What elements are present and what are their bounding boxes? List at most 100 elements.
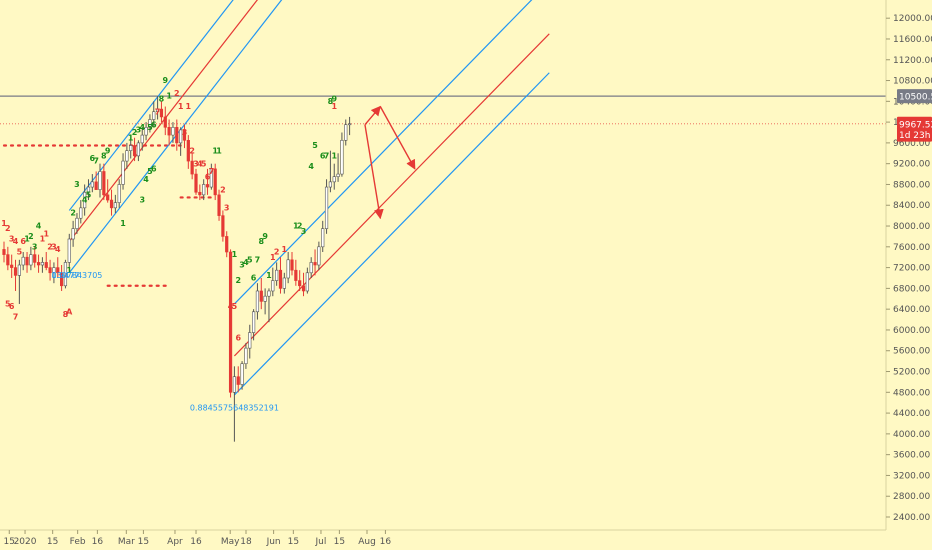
price-tick-label: 5600.00 <box>893 347 930 357</box>
candle-body <box>75 217 79 229</box>
sequential-count-label: 3 <box>9 235 15 244</box>
candle <box>75 213 79 234</box>
candle <box>252 309 256 341</box>
candle-body <box>278 269 283 289</box>
candle-body <box>121 160 125 185</box>
candle <box>267 288 271 323</box>
price-tick-label: 11600.00 <box>893 35 932 45</box>
forecast-arrows <box>364 105 416 220</box>
candle <box>83 184 87 216</box>
candle-body <box>140 134 144 144</box>
candle <box>90 174 94 193</box>
sequential-count-label: 2 <box>5 224 11 233</box>
sequential-count-label: 9 <box>331 94 337 103</box>
candle-body <box>240 363 244 385</box>
time-tick-label: 15 <box>334 537 345 547</box>
price-tick-label: 9600.00 <box>893 139 930 149</box>
candle-body <box>63 262 68 287</box>
price-tick-label: 11200.00 <box>893 56 932 66</box>
candle-body <box>106 194 110 201</box>
candle <box>13 259 18 291</box>
sequential-count-label: 3 <box>301 227 307 236</box>
candle <box>125 142 129 169</box>
time-tick-label: Jun <box>266 537 281 547</box>
sequential-count-label: 2 <box>70 209 76 218</box>
candle-body <box>282 277 286 289</box>
candle-body <box>190 160 194 175</box>
sequential-count-label: 1 <box>232 250 238 259</box>
candle <box>71 220 75 247</box>
candle <box>167 119 171 146</box>
sequential-count-label: 2 <box>132 128 138 137</box>
candle-body <box>102 171 106 196</box>
candle-body <box>52 267 56 274</box>
sequential-count-label: 6 <box>205 172 211 181</box>
candle <box>21 252 25 271</box>
sequential-count-label: 6 <box>9 302 15 311</box>
candle-body <box>305 272 309 292</box>
candle-body <box>29 254 33 266</box>
price-tick-label: 2400.00 <box>893 513 930 523</box>
time-tick-label: Jul <box>315 537 327 547</box>
sequential-count-label: 7 <box>13 313 19 322</box>
candle <box>198 184 202 201</box>
candle <box>136 140 141 162</box>
candle <box>44 252 48 271</box>
sequential-count-label: 1 <box>43 229 49 238</box>
sequential-count-label: 5 <box>17 248 23 257</box>
price-tick-label: 4800.00 <box>893 388 930 398</box>
candle <box>232 366 237 442</box>
candle <box>17 259 21 304</box>
price-tick-label: 8400.00 <box>893 201 930 211</box>
candle <box>86 179 91 201</box>
sequential-count-label: 7 <box>324 151 330 160</box>
candle <box>132 137 137 162</box>
time-tick-label: Aug <box>358 537 376 547</box>
candle-body <box>125 150 129 162</box>
price-axis[interactable]: 12000.0011600.0011200.0010800.0010400.00… <box>885 0 932 530</box>
sequential-count-label: 4 <box>36 222 42 231</box>
candle <box>25 252 29 273</box>
forecast-arrow <box>379 106 416 170</box>
channel-outer-line <box>68 0 234 211</box>
candle <box>106 179 110 203</box>
sequential-count-label: 5 <box>201 159 207 168</box>
candle <box>156 96 160 120</box>
candle-body <box>67 238 71 263</box>
price-badge-bg <box>897 89 932 104</box>
sequential-count-label: 1 <box>270 253 276 262</box>
price-badge-text: 9967.52 <box>899 120 932 130</box>
price-badge-text: 10500.50 <box>899 93 932 103</box>
price-tick-label: 7200.00 <box>893 264 930 274</box>
candle-body <box>263 295 267 302</box>
sequential-count-label: 6 <box>320 151 326 160</box>
candle <box>29 246 33 271</box>
candle <box>236 366 240 393</box>
candle <box>179 127 183 156</box>
candle <box>159 101 164 123</box>
candle <box>52 262 56 284</box>
time-tick-label: 15 <box>4 537 15 547</box>
sequential-count-label: 1 <box>1 219 7 228</box>
candle <box>190 153 194 180</box>
candle <box>221 210 225 242</box>
candle-body <box>328 181 333 188</box>
price-badge: 9967.52 <box>897 116 932 131</box>
sequential-count-label: 2 <box>220 185 226 194</box>
sequential-count-label: 5 <box>232 302 238 311</box>
candle-body <box>167 127 171 136</box>
candle-body <box>321 228 325 248</box>
sequential-count-label: 7 <box>209 167 215 176</box>
candle-body <box>213 168 217 196</box>
sequential-count-label: 1 <box>282 245 288 254</box>
price-tick-label: 8800.00 <box>893 180 930 190</box>
sequential-count-label: 1 <box>178 102 184 111</box>
candle <box>2 241 6 263</box>
candle <box>152 101 156 128</box>
candle-body <box>186 139 190 162</box>
price-tick-label: 2800.00 <box>893 492 930 502</box>
